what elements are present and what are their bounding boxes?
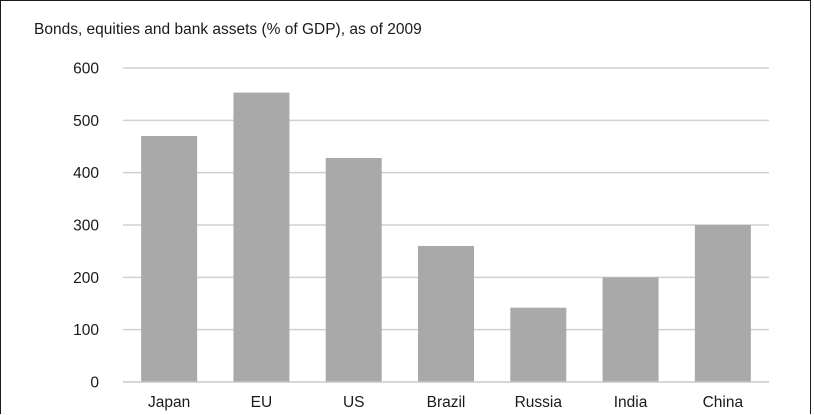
y-tick-label: 500: [73, 113, 99, 130]
bars: [141, 92, 751, 382]
y-tick-label: 200: [73, 270, 99, 287]
axes: 0 100 200 300 400 500 600 Japan EU US Brazil Russia…: [73, 61, 769, 411]
bar-us: [325, 158, 382, 382]
y-tick-label: 600: [73, 61, 99, 78]
bar-russia: [510, 307, 567, 382]
y-tick-label: 300: [73, 218, 99, 235]
x-tick-label: China: [703, 394, 744, 411]
bar-eu: [233, 92, 290, 382]
x-tick-label: India: [614, 394, 648, 411]
y-tick-label: 400: [73, 165, 99, 182]
x-tick-label: Brazil: [427, 394, 466, 411]
bar-japan: [141, 136, 198, 382]
x-tick-label: US: [343, 394, 365, 411]
x-tick-label: EU: [251, 394, 273, 411]
y-tick-label: 100: [73, 322, 99, 339]
y-tick-label: 0: [90, 375, 99, 392]
chart-title: Bonds, equities and bank assets (% of GD…: [34, 21, 422, 38]
bar-china: [694, 225, 751, 382]
bar-brazil: [418, 245, 474, 382]
x-tick-label: Japan: [148, 394, 190, 411]
bar-india: [602, 277, 659, 382]
x-tick-label: Russia: [515, 394, 563, 411]
